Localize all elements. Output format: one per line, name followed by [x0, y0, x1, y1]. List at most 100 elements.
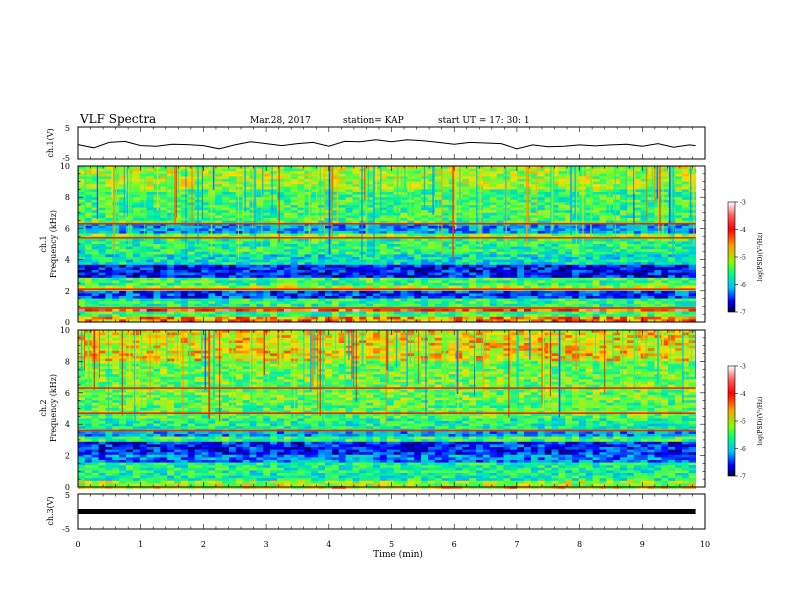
spectrogram-cell: [627, 202, 635, 206]
spectrogram-cell: [235, 194, 244, 198]
spectrogram-cell: [681, 238, 690, 242]
spectrogram-cell: [277, 280, 285, 284]
spectrogram-cell: [263, 280, 271, 284]
spectrogram-cell: [297, 280, 305, 284]
spectrogram-cell: [338, 264, 347, 268]
spectrogram-cell: [537, 220, 546, 224]
spectrogram-cell: [263, 166, 271, 169]
spectrogram-cell: [187, 301, 196, 305]
spectrogram-cell: [462, 280, 470, 284]
spectrogram-cell: [345, 246, 353, 250]
spectrogram-cell: [606, 173, 614, 177]
spectrogram-cell: [551, 197, 559, 201]
spectrogram-cell: [503, 233, 511, 237]
spectrogram-cell: [620, 212, 628, 216]
spectrogram-cell: [373, 290, 381, 294]
spectrogram-cell: [613, 233, 621, 237]
spectrogram-cell: [146, 275, 154, 279]
spectrogram-cell: [249, 218, 257, 221]
spectrogram-cell: [366, 267, 374, 271]
spectrogram-cell: [379, 171, 388, 175]
spectrogram-cell: [572, 259, 580, 263]
spectrogram-cell: [386, 225, 395, 229]
spectrogram-cell: [599, 249, 607, 253]
spectrogram-cell: [373, 223, 381, 227]
spectrogram-cell: [98, 194, 106, 198]
spectrogram-cell: [311, 186, 319, 190]
spectrogram-cell: [345, 225, 353, 229]
spectrogram-cell: [126, 290, 134, 294]
spectrogram-cell: [242, 275, 250, 279]
spectrogram-cell: [496, 290, 504, 294]
spectrogram-cell: [489, 173, 497, 177]
spectrogram-cell: [524, 244, 532, 247]
spectrogram-cell: [180, 210, 189, 214]
spectrogram-cell: [620, 257, 628, 260]
spectrogram-cell: [359, 296, 367, 299]
spectrogram-cell: [565, 270, 573, 273]
spectrogram-cell: [476, 298, 484, 302]
spectrogram-cell: [229, 199, 237, 203]
spectrogram-cell: [462, 228, 470, 232]
spectrogram-cell: [187, 283, 196, 286]
spectrogram-cell: [517, 259, 525, 263]
spectrogram-cell: [448, 301, 456, 305]
spectrogram-cell: [277, 223, 285, 227]
spectrogram-cell: [318, 272, 326, 276]
spectrogram-cell: [304, 192, 312, 195]
spectrogram-cell: [242, 303, 250, 307]
spectrogram-cell: [119, 254, 127, 258]
spectrogram-cell: [304, 223, 312, 227]
spectrogram-cell: [668, 298, 676, 302]
spectrogram-cell: [352, 246, 360, 250]
spectrogram-cell: [421, 223, 429, 227]
spectrogram-cell: [194, 298, 202, 302]
spectrogram-cell: [379, 215, 388, 219]
spectrogram-cell: [153, 298, 161, 302]
spectrogram-cell: [654, 215, 662, 219]
spectrogram-cell: [400, 233, 408, 237]
spectrogram-cell: [84, 290, 93, 294]
spectrogram-cell: [386, 251, 395, 255]
spectrogram-cell: [98, 275, 106, 279]
spectrogram-cell: [229, 285, 237, 289]
spectrogram-cell: [235, 218, 244, 221]
spectrogram-cell: [606, 166, 614, 169]
spectrogram-cell: [462, 223, 470, 227]
spectrogram-cell: [235, 223, 244, 227]
spectrogram-cell: [524, 202, 532, 206]
spectrogram-cell: [585, 197, 594, 201]
spectrogram-cell: [304, 199, 312, 203]
spectrogram-cell: [153, 218, 161, 221]
spectrogram-cell: [338, 218, 347, 221]
spectrogram-cell: [311, 251, 319, 255]
spectrogram-cell: [613, 301, 621, 305]
spectrogram-cell: [146, 272, 154, 276]
spectrogram-cell: [91, 184, 99, 188]
spectrogram-cell: [647, 270, 655, 273]
spectrogram-cell: [530, 254, 539, 258]
spectrogram-cell: [311, 233, 319, 237]
spectrogram-cell: [633, 166, 642, 169]
spectrogram-cell: [270, 264, 278, 268]
spectrogram-cell: [215, 199, 223, 203]
spectrogram-cell: [105, 231, 113, 234]
spectrogram-cell: [126, 251, 134, 255]
spectrogram-cell: [661, 184, 669, 188]
spectrogram-cell: [311, 259, 319, 263]
spectrogram-cell: [283, 290, 292, 294]
spectrogram-cell: [489, 283, 497, 286]
spectrogram-cell: [386, 249, 395, 253]
spectrogram-cell: [633, 215, 642, 219]
spectrogram-cell: [661, 199, 669, 203]
spectrogram-cell: [544, 285, 552, 289]
spectrogram-cell: [256, 264, 264, 268]
spectrogram-cell: [318, 233, 326, 237]
spectrogram-cell: [537, 272, 546, 276]
spectrogram-cell: [613, 197, 621, 201]
spectrogram-cell: [675, 298, 683, 302]
spectrogram-cell: [517, 192, 525, 195]
spectrogram-cell: [524, 228, 532, 232]
spectrogram-cell: [345, 280, 353, 284]
spectrogram-cell: [249, 173, 257, 177]
